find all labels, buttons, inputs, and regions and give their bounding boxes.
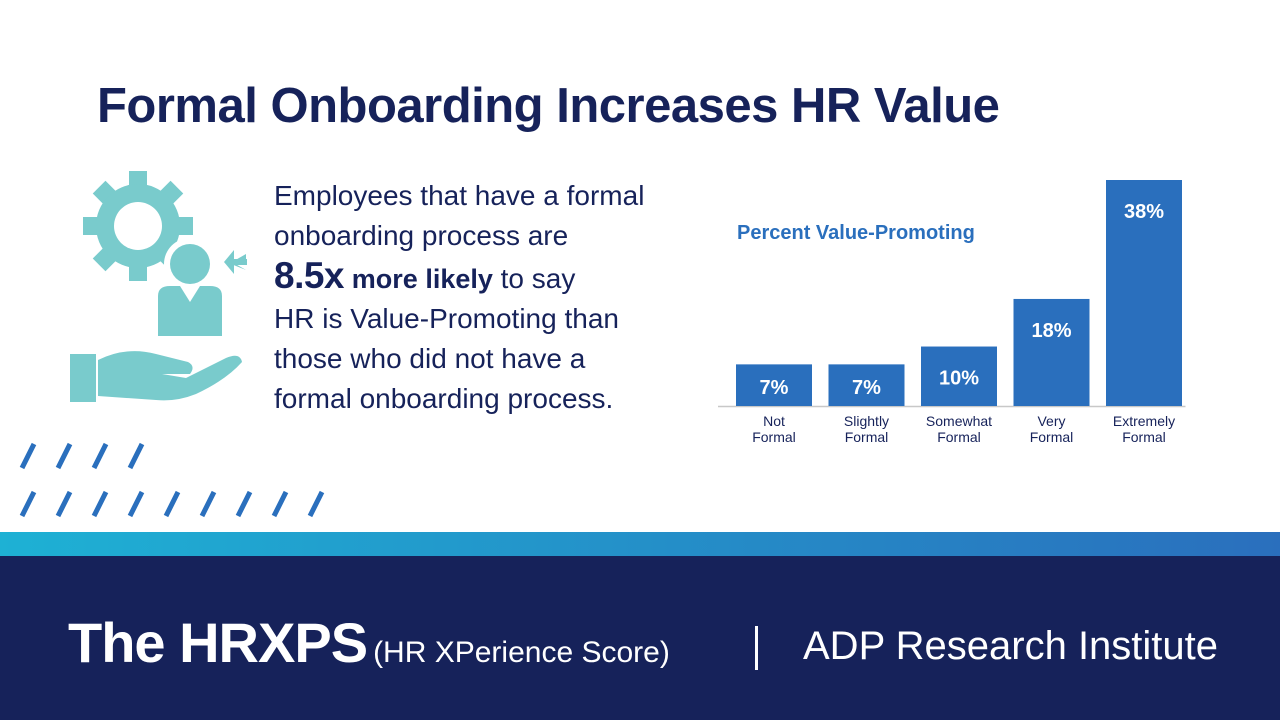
category-label-3-line-2: Formal [937,429,981,445]
chart-title: Percent Value-Promoting [737,222,975,244]
footer-brand: The HRXPS (HR XPerience Score) [68,610,670,675]
category-label-4-line-1: Very [1037,413,1065,429]
category-label-2-line-1: Slightly [844,413,889,429]
bar-value-label-2: 7% [852,377,881,399]
bar-3 [921,346,997,406]
body-line-5: those who did not have a [274,343,586,374]
body-line-1: Employees that have a formal [274,180,645,211]
body-line-4: HR is Value-Promoting than [274,303,619,334]
body-line-3-rest: to say [500,263,576,294]
body-text: Employees that have a formal onboarding … [274,176,704,419]
bar-value-label-5: 38% [1124,201,1164,223]
category-label-5-line-2: Formal [1122,429,1166,445]
category-label-4-line-2: Formal [1030,429,1074,445]
bar-2 [828,364,905,406]
bar-value-label-3: 10% [939,367,979,389]
footer-band [0,556,1280,720]
category-label-1-line-1: Not [763,413,785,429]
gear-person-hand-icon [66,168,251,408]
category-label-2-line-2: Formal [845,429,889,445]
page-title: Formal Onboarding Increases HR Value [97,79,1000,133]
highlight-number: 8.5x [274,255,345,296]
category-label-3-line-1: Somewhat [926,413,992,429]
category-label-1-line-2: Formal [752,429,796,445]
highlight-text: more likely [351,264,493,294]
bar-value-label-1: 7% [760,377,789,399]
bar-5 [1106,180,1182,406]
footer-divider [755,626,758,670]
body-line-6: formal onboarding process. [274,383,614,414]
bar-4 [1013,298,1090,406]
brand-subtitle: (HR XPerience Score) [373,636,670,669]
brand-name: The HRXPS [68,611,368,674]
decorative-dashes [19,442,325,518]
body-line-3: 8.5x more likely to say [274,256,704,299]
institute-name: ADP Research Institute [803,624,1219,668]
category-label-5-line-1: Extremely [1113,413,1175,429]
bar-value-label-4: 18% [1031,320,1071,342]
body-line-2: onboarding process are [274,220,569,251]
accent-stripe [0,532,1280,556]
bar-1 [736,364,812,406]
bar-chart: 7%NotFormal7%SlightlyFormal10%SomewhatFo… [718,180,1186,445]
